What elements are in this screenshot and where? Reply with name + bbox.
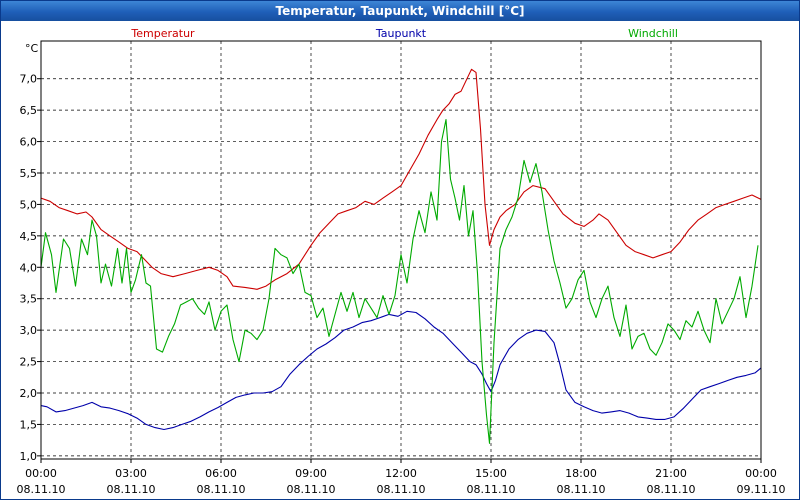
x-axis: 00:00 08.11.10 03:00 08.11.10 06:00 08.11.10 0… — [17, 459, 786, 496]
x-tick-date: 08.11.10 — [377, 483, 426, 496]
y-tick-label: 5,5 — [20, 167, 38, 180]
x-tick-date: 08.11.10 — [197, 483, 246, 496]
x-tick-time: 09:00 — [295, 467, 327, 480]
x-tick-time: 00:00 — [745, 467, 777, 480]
legend-temperatur: Temperatur — [130, 27, 195, 40]
y-tick-label: 4,0 — [20, 261, 38, 274]
x-tick-date: 08.11.10 — [647, 483, 696, 496]
x-tick-time: 06:00 — [205, 467, 237, 480]
x-tick-time: 03:00 — [115, 467, 147, 480]
series-line-taupunkt — [40, 310, 762, 431]
series-line-temperatur — [40, 68, 762, 290]
y-tick-label: 6,5 — [20, 104, 38, 117]
x-tick-time: 00:00 — [25, 467, 57, 480]
x-tick-time: 15:00 — [475, 467, 507, 480]
line-chart: °C 1,0 1,5 2,0 2,5 3,0 3,5 4,0 4,5 5,0 5,5 6,0 6,5 7… — [17, 27, 786, 496]
series-line-windchill — [40, 119, 759, 444]
y-tick-label: 1,0 — [20, 450, 38, 463]
legend-taupunkt: Taupunkt — [375, 27, 427, 40]
y-axis-label: °C — [25, 42, 39, 55]
x-tick-time: 18:00 — [565, 467, 597, 480]
series-layer — [40, 68, 762, 444]
y-axis: 1,0 1,5 2,0 2,5 3,0 3,5 4,0 4,5 5,0 5,5 6,0 6,5 7,0 — [20, 73, 41, 463]
y-tick-label: 3,5 — [20, 293, 38, 306]
legend-windchill: Windchill — [628, 27, 678, 40]
x-tick-time: 12:00 — [385, 467, 417, 480]
y-tick-label: 2,0 — [20, 387, 38, 400]
x-tick-date: 08.11.10 — [17, 483, 66, 496]
x-tick-date: 08.11.10 — [557, 483, 606, 496]
y-tick-label: 3,0 — [20, 324, 38, 337]
x-tick-date: 08.11.10 — [287, 483, 336, 496]
y-tick-label: 1,5 — [20, 418, 38, 431]
window-title: Temperatur, Taupunkt, Windchill [°C] — [1, 1, 799, 21]
x-tick-date: 08.11.10 — [107, 483, 156, 496]
y-tick-label: 2,5 — [20, 356, 38, 369]
y-tick-label: 6,0 — [20, 136, 38, 149]
legend: Temperatur Taupunkt Windchill — [130, 27, 678, 40]
y-tick-label: 4,5 — [20, 230, 38, 243]
y-tick-label: 5,0 — [20, 198, 38, 211]
x-tick-date: 09.11.10 — [737, 483, 786, 496]
x-tick-date: 08.11.10 — [467, 483, 516, 496]
y-tick-label: 7,0 — [20, 73, 38, 86]
x-tick-time: 21:00 — [655, 467, 687, 480]
grid — [41, 41, 761, 459]
